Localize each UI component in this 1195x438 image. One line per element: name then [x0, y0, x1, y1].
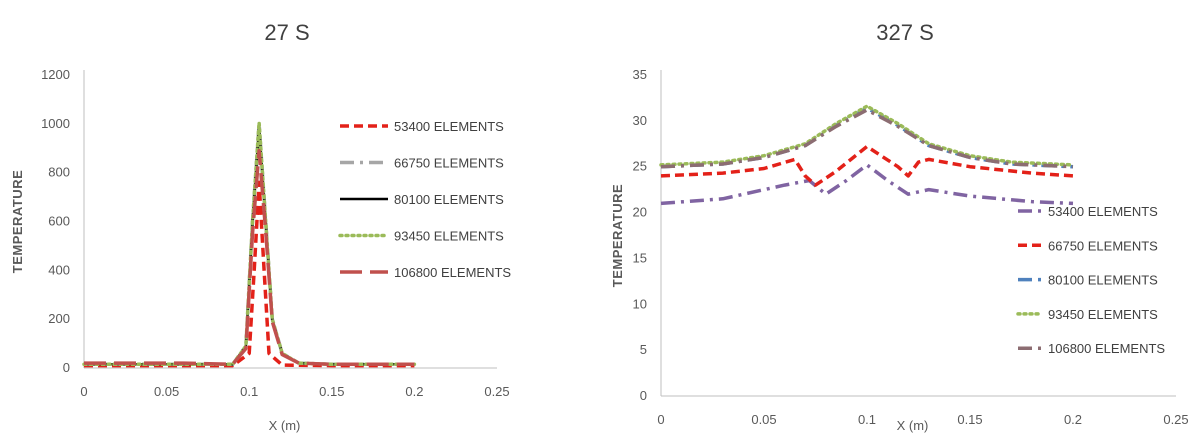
y-tick-label: 15 — [633, 250, 647, 265]
legend-label-1: 66750 ELEMENTS — [394, 156, 504, 171]
chart-327s: 327 S 0 5 10 15 20 25 30 35 0 0.05 0.1 0.15 0.2 0.25 X … — [610, 20, 1189, 433]
x-tick-label: 0.05 — [154, 384, 179, 399]
legend-label-2: 80100 ELEMENTS — [1048, 273, 1158, 288]
x-tick-label: 0.2 — [1064, 412, 1082, 427]
chart-title: 327 S — [876, 20, 934, 45]
series-line-4 — [660, 108, 1074, 169]
y-axis-label: TEMPERATURE — [610, 184, 625, 287]
y-tick-label: 20 — [633, 205, 647, 220]
y-tick-label: 0 — [640, 388, 647, 403]
y-tick-label: 5 — [640, 342, 647, 357]
chart-27s: 27 S 0 200 400 600 800 1000 1200 0 0.05 0.1 0.15 0.2… — [10, 20, 511, 433]
y-tick-label: 400 — [48, 262, 70, 277]
chart-title: 27 S — [264, 20, 309, 45]
legend-label-0: 53400 ELEMENTS — [394, 119, 504, 134]
legend-label-3: 93450 ELEMENTS — [394, 229, 504, 244]
series-line-3 — [659, 104, 1075, 167]
series-line-4 — [84, 148, 415, 367]
legend-label-2: 80100 ELEMENTS — [394, 192, 504, 207]
y-tick-label: 800 — [48, 165, 70, 180]
x-tick-label: 0.2 — [405, 384, 423, 399]
y-tick-label: 0 — [63, 360, 70, 375]
series-line-0 — [660, 163, 1074, 206]
x-tick-label: 0 — [80, 384, 87, 399]
x-tick-label: 0.1 — [858, 412, 876, 427]
y-tick-label: 10 — [633, 296, 647, 311]
x-tick-label: 0.25 — [1163, 412, 1188, 427]
series-line-1 — [660, 144, 1074, 187]
y-tick-label: 35 — [633, 67, 647, 82]
legend-label-0: 53400 ELEMENTS — [1048, 204, 1158, 219]
series-line-1 — [84, 122, 415, 367]
y-tick-label: 1200 — [41, 67, 70, 82]
x-tick-label: 0.1 — [240, 384, 258, 399]
x-axis-label: X (m) — [897, 418, 929, 433]
y-tick-label: 1000 — [41, 116, 70, 131]
y-tick-label: 200 — [48, 311, 70, 326]
x-tick-label: 0.15 — [957, 412, 982, 427]
x-tick-label: 0 — [657, 412, 664, 427]
y-axis-label: TEMPERATURE — [10, 170, 25, 273]
legend-label-3: 93450 ELEMENTS — [1048, 307, 1158, 322]
series-line-2 — [84, 125, 415, 366]
x-tick-label: 0.15 — [319, 384, 344, 399]
y-tick-label: 600 — [48, 214, 70, 229]
x-tick-label: 0.25 — [484, 384, 509, 399]
series-line-2 — [660, 106, 1074, 169]
x-tick-label: 0.05 — [751, 412, 776, 427]
y-tick-label: 30 — [633, 113, 647, 128]
series-line-3 — [82, 120, 417, 367]
legend-label-4: 106800 ELEMENTS — [394, 265, 511, 280]
legend-label-1: 66750 ELEMENTS — [1048, 238, 1158, 253]
legend-label-4: 106800 ELEMENTS — [1048, 341, 1165, 356]
y-tick-label: 25 — [633, 159, 647, 174]
x-axis-label: X (m) — [269, 418, 301, 433]
